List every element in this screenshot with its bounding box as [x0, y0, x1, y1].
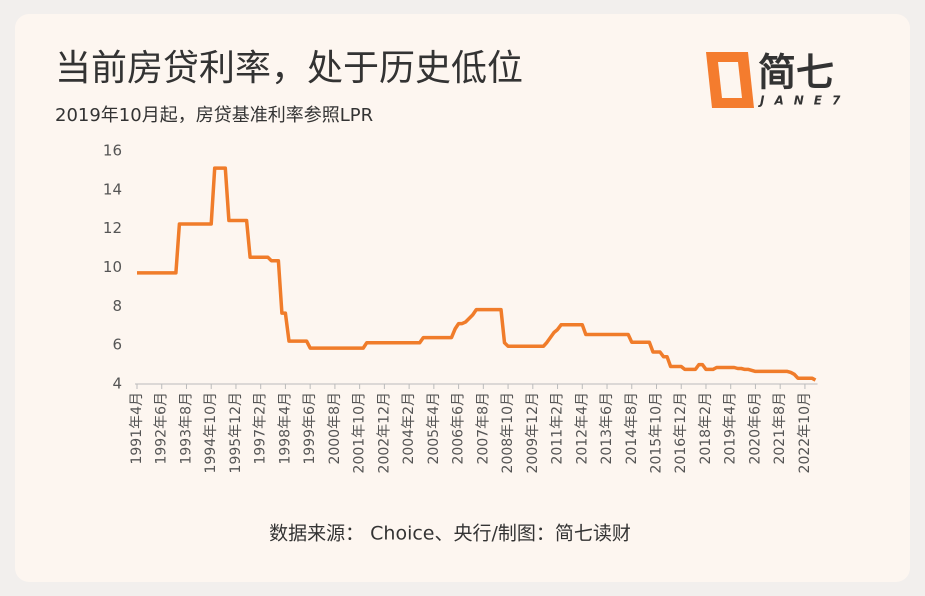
- logo-sub: JANE7: [758, 94, 850, 108]
- x-tick-label: 1999年6月: [302, 392, 318, 465]
- chart-subtitle: 2019年10月起，房贷基准利率参照LPR: [55, 105, 373, 126]
- x-tick-label: 2009年12月: [525, 392, 541, 473]
- x-tick-label: 1998年4月: [277, 392, 293, 465]
- y-tick-label: 6: [112, 336, 122, 354]
- x-tick-label: 2018年2月: [698, 392, 714, 465]
- y-tick-label: 16: [103, 142, 122, 160]
- x-tick-label: 2000年8月: [327, 392, 343, 465]
- x-tick-label: 2008年10月: [500, 392, 516, 473]
- x-tick-label: 1993年8月: [178, 392, 194, 465]
- x-tick-label: 2022年10月: [797, 392, 813, 473]
- chart-title: 当前房贷利率，处于历史低位: [55, 48, 523, 89]
- x-tick-label: 2014年8月: [624, 392, 640, 465]
- source-note: 数据来源： Choice、央行/制图：简七读财: [269, 523, 631, 545]
- x-tick-label: 2016年12月: [673, 392, 689, 473]
- x-tick-label: 2019年4月: [723, 392, 739, 465]
- x-tick-label: 1995年12月: [228, 392, 244, 473]
- x-tick-label: 2001年10月: [352, 392, 368, 473]
- x-tick-label: 1991年4月: [129, 392, 145, 465]
- x-tick-label: 2015年10月: [648, 392, 664, 473]
- x-tick-label: 1997年2月: [253, 392, 269, 465]
- x-tick-label: 2006年6月: [451, 392, 467, 465]
- logo-mark-inner: [718, 62, 742, 98]
- y-tick-label: 8: [112, 297, 122, 315]
- y-tick-label: 4: [112, 375, 122, 393]
- x-tick-label: 2002年12月: [376, 392, 392, 473]
- x-tick-label: 2005年4月: [426, 392, 442, 465]
- y-tick-label: 12: [103, 219, 122, 237]
- x-tick-label: 2011年2月: [550, 392, 566, 465]
- logo-name: 简七: [758, 51, 834, 95]
- x-tick-label: 2012年4月: [574, 392, 590, 465]
- x-tick-label: 1994年10月: [203, 392, 219, 473]
- x-tick-label: 1992年6月: [154, 392, 170, 465]
- x-tick-label: 2020年6月: [747, 392, 763, 465]
- x-tick-label: 2021年8月: [772, 392, 788, 465]
- rate-line: [137, 166, 817, 382]
- card: [15, 14, 910, 582]
- y-tick-label: 14: [103, 180, 122, 198]
- logo: 简七 JANE7: [706, 51, 850, 108]
- x-tick-label: 2004年2月: [401, 392, 417, 465]
- x-tick-label: 2013年6月: [599, 392, 615, 465]
- y-tick-label: 10: [103, 258, 122, 276]
- x-tick-label: 2007年8月: [475, 392, 491, 465]
